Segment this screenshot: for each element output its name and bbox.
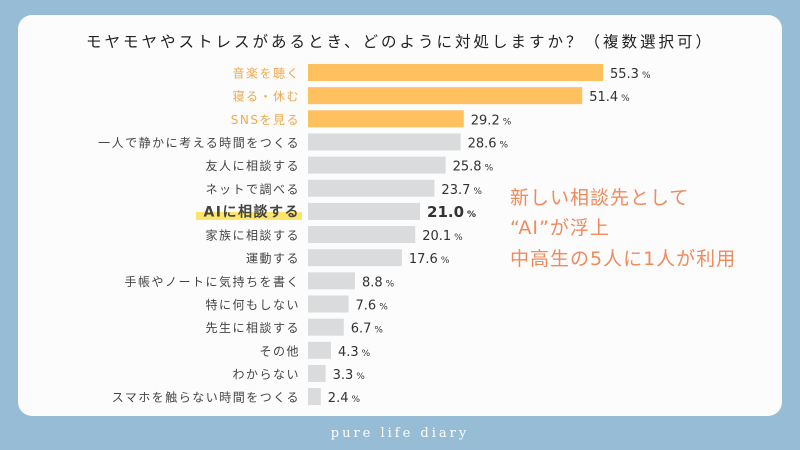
- bar: [308, 318, 344, 336]
- value-label: 23.7%: [441, 183, 482, 198]
- bar: [308, 156, 446, 174]
- footer-brand: pure life diary: [330, 426, 470, 441]
- category-label: 一人で静かに考える時間をつくる: [98, 136, 300, 150]
- value-label: 17.6%: [409, 252, 450, 267]
- bar: [308, 110, 464, 128]
- category-label: 寝る・休む: [232, 89, 300, 104]
- bar: [308, 226, 416, 244]
- category-label: AIに相談する: [203, 203, 300, 220]
- bar: [308, 272, 355, 290]
- highlight-marker: [196, 211, 302, 220]
- category-label: わからない: [232, 367, 300, 381]
- chart-title: モヤモヤやストレスがあるとき、どのように対処しますか？（複数選択可）: [86, 33, 714, 51]
- value-label: 25.8%: [453, 160, 494, 175]
- bar: [308, 87, 583, 105]
- category-label: 家族に相談する: [205, 228, 300, 243]
- value-label: 29.2%: [471, 113, 512, 128]
- category-label: 手帳やノートに気持ちを書く: [124, 274, 300, 289]
- annotation-line-1: 新しい相談先として: [510, 187, 690, 209]
- value-label: 20.1%: [422, 229, 463, 244]
- value-label: 51.4%: [589, 90, 630, 105]
- bar: [308, 388, 321, 406]
- bar: [308, 341, 331, 359]
- category-label: スマホを触らない時間をつくる: [112, 391, 300, 405]
- value-label: 6.7%: [351, 322, 384, 337]
- value-label: 21.0%: [427, 203, 476, 221]
- category-label: SNSを見る: [231, 113, 300, 127]
- bar: [308, 202, 421, 220]
- value-label: 7.6%: [356, 299, 389, 314]
- category-label: 運動する: [246, 252, 300, 266]
- bar: [308, 249, 402, 267]
- bar: [308, 64, 603, 81]
- category-label: ネットで調べる: [205, 182, 300, 196]
- bar: [308, 179, 435, 197]
- bar: [308, 364, 326, 382]
- category-label: 友人に相談する: [205, 158, 300, 173]
- value-label: 28.6%: [468, 136, 509, 151]
- value-label: 3.3%: [333, 368, 366, 383]
- bar: [308, 133, 461, 151]
- annotation-line-3: 中高生の5人に1人が利用: [510, 248, 737, 270]
- annotation-line-2: “AI”が浮上: [510, 217, 610, 239]
- value-label: 55.3%: [610, 67, 651, 82]
- bar: [308, 295, 349, 313]
- category-label: その他: [259, 344, 300, 358]
- category-label: 特に何もしない: [205, 297, 300, 312]
- value-label: 4.3%: [338, 345, 371, 360]
- value-label: 8.8%: [362, 275, 395, 290]
- category-label: 先生に相談する: [205, 320, 300, 335]
- category-label: 音楽を聴く: [232, 66, 300, 81]
- value-label: 2.4%: [328, 391, 361, 406]
